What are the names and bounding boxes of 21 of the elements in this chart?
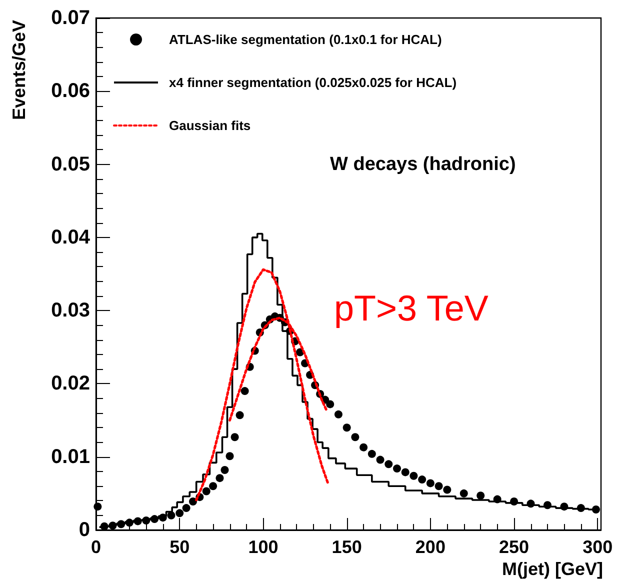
x-tick-label: 150 (332, 537, 362, 557)
x-tick-label: 200 (415, 537, 446, 557)
annotation: pT>3 TeV (334, 288, 488, 328)
legend-label: Gaussian fits (169, 118, 251, 133)
y-tick-label: 0.07 (51, 7, 90, 29)
y-tick-label: 0.06 (51, 80, 90, 102)
y-tick-label: 0.05 (51, 153, 90, 176)
x-tick-label: 300 (582, 537, 613, 557)
annotation: W decays (hadronic) (330, 154, 516, 175)
x-tick-label: 250 (499, 537, 530, 557)
x-axis-title: M(jet) [GeV] (502, 559, 604, 579)
x-tick-label: 50 (170, 537, 190, 557)
y-tick-label: 0.03 (51, 300, 90, 322)
y-tick-label: 0.04 (51, 226, 91, 248)
y-tick-label: 0.01 (51, 446, 90, 468)
legend-label: ATLAS-like segmentation (0.1x0.1 for HCAL) (169, 32, 442, 47)
x-tick-label: 100 (248, 537, 278, 557)
y-tick-label: 0 (78, 519, 90, 541)
legend-label: x4 finner segmentation (0.025x0.025 for HCAL) (169, 75, 457, 90)
y-axis-title: Events/GeV (9, 20, 29, 120)
y-tick-label: 0.02 (51, 372, 90, 395)
